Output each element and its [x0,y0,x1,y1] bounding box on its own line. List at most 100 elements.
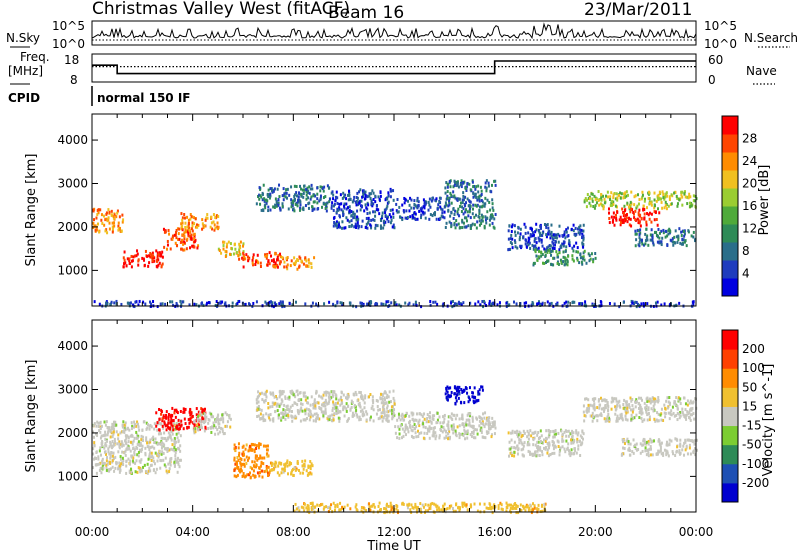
power-cell [434,211,437,215]
power-cell [201,227,204,231]
power-cell [446,190,449,194]
velocity-cell [261,469,264,473]
velocity-cell [220,426,223,430]
power-cell [635,305,638,309]
nave-label: Nave [746,64,777,78]
power-cell [613,223,616,227]
power-cell [193,302,196,306]
velocity-cell [615,419,618,423]
power-cell [441,215,444,219]
power-cell [620,221,623,225]
power-cell [580,260,583,264]
power-cell [469,226,472,230]
power-cell [667,204,670,208]
velocity-cell [483,425,486,429]
velocity-cell [438,436,441,440]
power-cell [279,208,282,212]
velocity-cell [444,392,447,396]
velocity-cell [168,460,171,464]
power-cell [227,240,230,244]
velocity-cell [259,392,262,396]
velocity-cell [452,423,455,427]
velocity-cell [267,414,270,418]
velocity-cell [345,407,348,411]
power-cell [619,215,622,219]
power-cell [671,237,674,241]
velocity-cell [124,438,127,442]
power-cell [680,193,683,197]
power-cell [259,265,262,269]
velocity-cell [400,436,403,440]
power-cell [196,246,199,250]
velocity-cell [121,444,124,448]
power-cell [633,203,636,207]
velocity-cell [133,423,136,427]
velocity-cell [499,501,502,505]
velocity-cell [517,448,520,452]
velocity-cell [198,413,201,417]
velocity-cell [235,460,238,464]
power-cell [423,206,426,210]
velocity-cell [650,407,653,411]
velocity-cell [109,429,112,433]
power-cell [456,180,459,184]
velocity-cell [483,502,486,506]
power-cell [482,305,485,309]
velocity-cell [179,449,182,453]
velocity-cell [136,436,139,440]
power-cell [485,189,488,193]
velocity-cell [692,411,695,415]
power-cell [520,244,523,248]
power-cell [178,227,181,231]
velocity-cell [473,502,476,506]
velocity-cell [577,447,580,451]
power-cell [496,303,499,307]
velocity-cell [161,450,164,454]
power-cell [558,251,561,255]
velocity-cell [302,391,305,395]
velocity-cell [432,426,435,430]
power-cell [193,245,196,249]
power-cell [334,199,337,203]
velocity-cell [480,428,483,432]
velocity-cell [130,440,133,444]
velocity-cell [249,447,252,451]
power-cell [529,246,532,250]
velocity-cell [497,506,500,510]
velocity-cell [314,404,317,408]
power-cell [271,190,274,194]
velocity-cell [200,407,203,411]
velocity-cell [122,430,125,434]
velocity-cell [98,462,101,466]
power-cell [411,214,414,218]
power-cell [362,192,365,196]
velocity-cell [226,420,229,424]
power-cell [322,189,325,193]
power-cell [481,219,484,223]
power-cell [352,212,355,216]
velocity-cell [280,392,283,396]
power-cell [663,206,666,210]
power-cell [241,256,244,260]
power-cell [369,223,372,227]
velocity-cell [435,505,438,509]
velocity-cell [396,418,399,422]
velocity-cell [428,436,431,440]
power-cell [97,208,100,212]
velocity-cell [196,423,199,427]
velocity-cell [398,436,401,440]
power-cell [637,220,640,224]
power-cell [328,300,331,304]
power-cell [445,203,448,207]
velocity-cell [106,431,109,435]
velocity-cell [547,435,550,439]
velocity-cell [286,464,289,468]
velocity-cell [427,509,430,513]
power-cell [491,301,494,305]
velocity-cell [207,418,210,422]
velocity-cell [509,506,512,510]
power-cell [582,251,585,255]
velocity-cell [365,410,368,414]
velocity-cell [393,399,396,403]
velocity-cell [149,445,152,449]
